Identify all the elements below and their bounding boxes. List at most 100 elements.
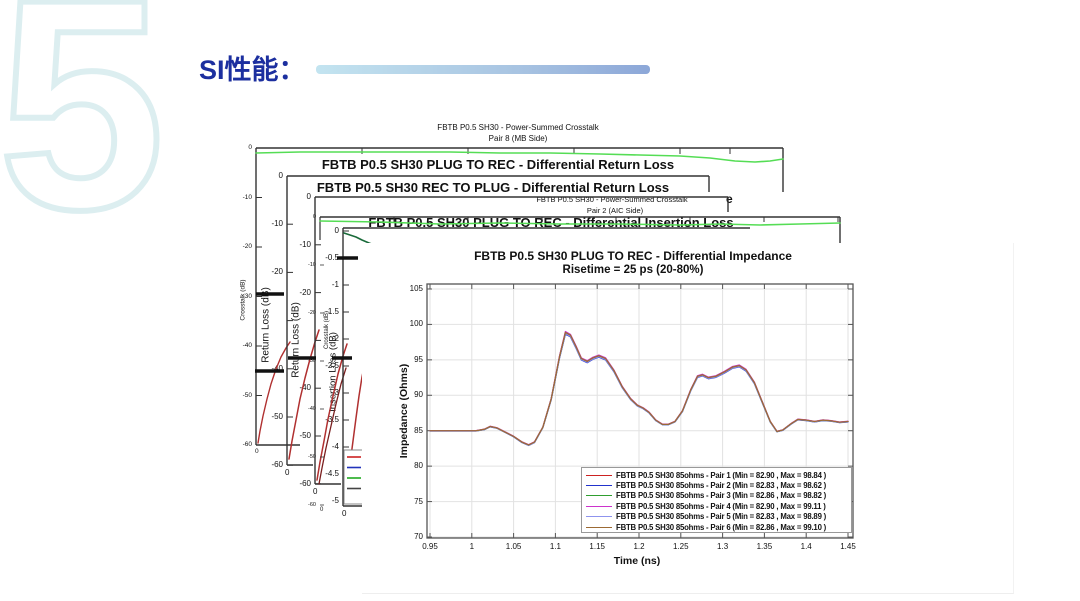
y-axis-label: Return Loss (dB) [260,287,272,363]
impedance-chart-figure: FBTB P0.5 SH30 PLUG TO REC - Differentia… [362,243,1014,594]
chart-title: FBTB P0.5 SH30 - Power-Summed Crosstalk [437,123,599,132]
tick-label: -40 [308,406,316,412]
y-axis-label: Return Loss (dB) [290,302,302,378]
mini-legend-box [343,449,365,505]
partial-occluded-text: e [726,192,733,206]
tick-label: 0 [306,192,311,201]
x-tick-label: 1.05 [505,542,522,551]
tick-label: -40 [299,383,311,393]
tick-label: -10 [308,262,316,268]
chart-title: FBTB P0.5 SH30 - Power-Summed Crosstalk [536,195,688,204]
tick-label: 0 [312,214,316,220]
x-tick-label: 1.15 [589,542,605,551]
x-tick-label: 1.3 [717,542,729,551]
legend-swatch [586,485,612,487]
legend-swatch [586,516,612,518]
legend-row: FBTB P0.5 SH30 85ohms - Pair 3 (Min = 82… [586,491,851,501]
y-tick-label: 105 [409,283,423,293]
tick-label: -1 [331,280,339,289]
chart-curve [429,331,849,446]
legend-label: FBTB P0.5 SH30 85ohms - Pair 1 (Min = 82… [616,470,827,480]
legend-swatch [586,526,612,528]
x-tick-label: 1.25 [673,542,689,551]
tick-label: -20 [271,267,283,277]
y-tick-label: 90 [414,390,423,400]
y-tick-label: 80 [414,461,423,471]
title-underline-rule [316,65,650,74]
x-tick-label: 1.1 [549,542,561,551]
chart-curve [429,331,849,446]
chart-curve [429,333,849,447]
legend-row: FBTB P0.5 SH30 85ohms - Pair 4 (Min = 82… [586,501,851,511]
y-tick-label: 85 [414,425,423,435]
tick-label: -60 [242,441,252,448]
chart-subtitle: Pair 8 (MB Side) [488,134,548,143]
tick-label: -60 [308,502,316,508]
legend-row: FBTB P0.5 SH30 85ohms - Pair 6 (Min = 82… [586,522,851,532]
tick-label: -60 [271,460,283,470]
tick-label: -60 [299,478,311,488]
tick-label: -50 [271,412,283,421]
tick-label: -30 [242,292,252,300]
y-axis-label: Crosstalk (dB) [239,279,247,321]
legend-label: FBTB P0.5 SH30 85ohms - Pair 6 (Min = 82… [616,522,827,532]
x-axis-label: Time (ns) [613,555,661,567]
y-axis-label: Impedance (Ohms) [398,363,410,459]
legend-row: FBTB P0.5 SH30 85ohms - Pair 5 (Min = 82… [586,512,851,522]
x-tick-label: 1.4 [800,542,812,551]
y-tick-label: 70 [414,532,423,541]
chart-subtitle: Risetime = 25 ps (20-80%) [562,264,704,276]
impedance-legend: FBTB P0.5 SH30 85ohms - Pair 1 (Min = 82… [581,467,852,533]
x-tick-label: 0 [255,448,259,455]
tick-label: -50 [308,454,316,460]
x-tick-label: 0 [285,468,290,477]
legend-row: FBTB P0.5 SH30 85ohms - Pair 2 (Min = 82… [586,480,851,490]
tick-label: -50 [242,391,252,399]
legend-swatch [586,505,612,507]
impedance-plot-canvas [426,283,854,539]
slide-number-watermark: 5 [0,0,168,272]
x-tick-label: 1.35 [756,542,773,551]
tick-label: -30 [308,358,316,364]
x-tick-label: 1 [469,542,475,551]
tick-label: -20 [242,243,252,250]
tick-label: -40 [242,342,252,349]
tick-label: -0.5 [325,253,339,262]
tick-label: -2 [331,334,339,343]
tick-label: 0 [278,171,283,180]
tick-label: -40 [271,363,283,373]
x-tick-label: 0.95 [422,542,438,551]
tick-label: -20 [308,310,316,316]
chart-title: FBTB P0.5 SH30 PLUG TO REC - Differentia… [474,249,792,263]
tick-label: 0 [334,226,339,235]
chart-title: FBTB P0.5 SH30 REC TO PLUG - Differentia… [316,180,670,195]
x-tick-label: 1.2 [633,542,645,551]
tick-label: -5 [331,496,339,505]
chart-curve [429,330,849,446]
x-tick-label: 0 [342,509,347,518]
tick-label: 0 [248,144,252,151]
y-tick-label: 75 [414,496,423,506]
legend-label: FBTB P0.5 SH30 85ohms - Pair 4 (Min = 82… [616,501,826,511]
y-tick-label: 100 [409,319,423,329]
tick-label: -4 [331,442,339,451]
tick-label: -20 [299,287,311,297]
x-tick-label: 0 [320,507,324,513]
legend-swatch [586,495,612,497]
tick-label: -3.5 [325,415,339,424]
chart-curve [429,332,849,446]
tick-label: -10 [299,239,311,249]
slide-title: SI性能： [199,55,306,85]
legend-label: FBTB P0.5 SH30 85ohms - Pair 3 (Min = 82… [616,491,827,501]
x-tick-label: 0 [313,487,318,496]
tick-label: -10 [242,193,252,201]
chart-title: FBTB P0.5 SH30 PLUG TO REC - Differentia… [321,157,675,172]
tick-label: -2.5 [325,361,339,370]
tick-label: -1.5 [325,307,339,316]
legend-swatch [586,474,612,476]
tick-label: -3 [331,388,339,397]
y-tick-label: 95 [414,354,423,364]
chart-curve [429,332,849,446]
legend-label: FBTB P0.5 SH30 85ohms - Pair 2 (Min = 82… [616,481,827,491]
x-tick-label: 1.45 [840,542,856,551]
